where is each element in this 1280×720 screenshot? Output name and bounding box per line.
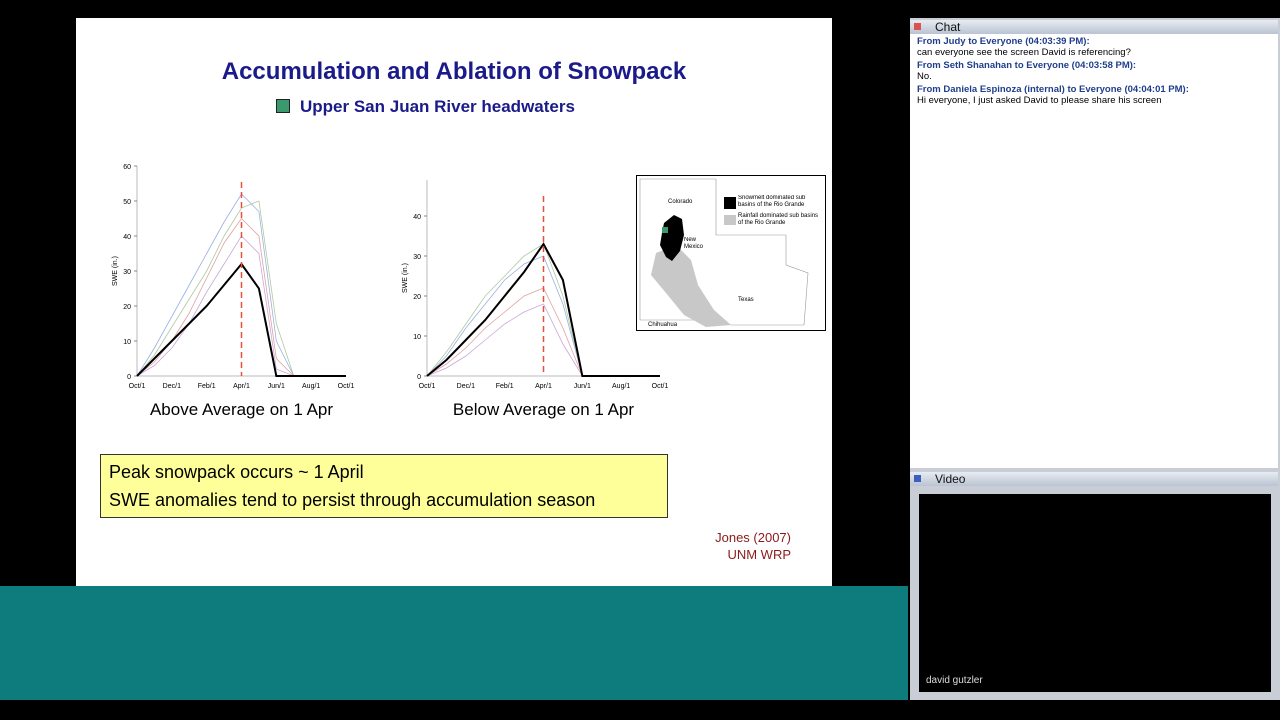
callout: Peak snowpack occurs ~ 1 April SWE anoma… [100, 454, 668, 518]
chat-body: From Judy to Everyone (04:03:39 PM): can … [910, 34, 1278, 468]
series-line [426, 242, 660, 377]
y-axis-label: SWE (in.) [402, 263, 409, 293]
y-tick-label: 40 [123, 234, 131, 241]
y-tick-label: 10 [413, 334, 421, 341]
map-legend: Snowmelt dominated sub basins of the Rio… [738, 195, 824, 227]
x-tick-label: Apr/1 [233, 383, 250, 390]
map-label: Texas [738, 297, 754, 303]
x-tick-label: Oct/1 [129, 383, 146, 390]
y-tick-label: 60 [123, 164, 131, 171]
map-borders [639, 178, 809, 326]
y-tick-label: 20 [413, 294, 421, 301]
map-label: Chihuahua [648, 322, 678, 328]
chart-caption: Above Average on 1 Apr [150, 400, 333, 419]
slide-subtitle: Upper San Juan River headwaters [276, 97, 575, 117]
chat-title: Chat [935, 20, 961, 34]
x-tick-label: Dec/1 [163, 383, 181, 390]
message-text: Hi everyone, I just asked David to pleas… [917, 95, 1162, 106]
teal-band [0, 586, 908, 700]
chat-message: From Daniela Espinoza (internal) to Ever… [917, 84, 1271, 106]
chat-message: From Seth Shanahan to Everyone (04:03:58… [917, 60, 1271, 82]
x-tick-label: Aug/1 [612, 383, 630, 390]
map-label: Colorado [668, 199, 693, 205]
x-tick-label: Oct/1 [338, 383, 355, 390]
message-sender: From Seth Shanahan to Everyone (04:03:58… [917, 60, 1137, 71]
x-tick-label: Apr/1 [535, 383, 552, 390]
y-tick-label: 40 [413, 214, 421, 221]
slide-title: Accumulation and Ablation of Snowpack [221, 58, 687, 85]
video-header[interactable]: Video [910, 472, 1278, 486]
citation: UNM WRP [727, 547, 791, 562]
video-title: Video [935, 472, 966, 486]
y-axis-label: SWE (in.) [112, 256, 119, 286]
series-line [136, 262, 346, 377]
x-tick-label: Oct/1 [652, 383, 669, 390]
y-tick-label: 20 [123, 304, 131, 311]
callout-line: SWE anomalies tend to persist through ac… [109, 490, 596, 510]
x-tick-label: Oct/1 [419, 383, 436, 390]
video-area: david gutzler [919, 494, 1271, 692]
x-tick-label: Dec/1 [457, 383, 475, 390]
y-tick-label: 10 [123, 339, 131, 346]
x-tick-label: Feb/1 [198, 383, 216, 390]
study-site [662, 227, 668, 233]
participant-name: david gutzler [926, 675, 983, 686]
message-sender: From Judy to Everyone (04:03:39 PM): [917, 36, 1090, 47]
legend-box: Snowmelt dominated sub basins of the Rio… [738, 195, 824, 227]
x-tick-label: Aug/1 [302, 383, 320, 390]
subtitle-text: Upper San Juan River headwaters [300, 97, 575, 116]
y-tick-label: 0 [417, 374, 421, 381]
x-tick-label: Feb/1 [496, 383, 514, 390]
side-panel: Chat From Judy to Everyone (04:03:39 PM)… [910, 18, 1280, 700]
snowmelt-basins [660, 215, 684, 261]
y-tick-label: 50 [123, 199, 131, 206]
x-tick-label: Jun/1 [268, 383, 285, 390]
message-sender: From Daniela Espinoza (internal) to Ever… [917, 84, 1189, 95]
chat-header[interactable]: Chat [910, 20, 1278, 34]
rainfall-basins [651, 245, 731, 327]
y-tick-label: 0 [127, 374, 131, 381]
message-text: No. [917, 71, 932, 82]
legend-entry: Rainfall dominated sub basins of the Rio… [738, 213, 819, 226]
citation: Jones (2007) [715, 530, 791, 545]
chart-caption: Below Average on 1 Apr [453, 400, 634, 419]
y-tick-label: 30 [413, 254, 421, 261]
x-tick-label: Jun/1 [574, 383, 591, 390]
chat-message: From Judy to Everyone (04:03:39 PM): can … [917, 36, 1271, 58]
map-label-box: New Mexico [684, 237, 704, 250]
map-inset: Snowmelt dominated sub basins of the Rio… [636, 175, 826, 331]
legend-swatch [724, 215, 736, 225]
slide: Accumulation and Ablation of Snowpack Up… [76, 18, 832, 586]
legend-entry: Snowmelt dominated sub basins of the Rio… [738, 195, 806, 208]
map-label: New Mexico [684, 237, 704, 250]
message-text: can everyone see the screen David is ref… [917, 47, 1131, 58]
callout-line: Peak snowpack occurs ~ 1 April [109, 462, 364, 482]
y-tick-label: 30 [123, 269, 131, 276]
legend-swatch [724, 197, 736, 209]
